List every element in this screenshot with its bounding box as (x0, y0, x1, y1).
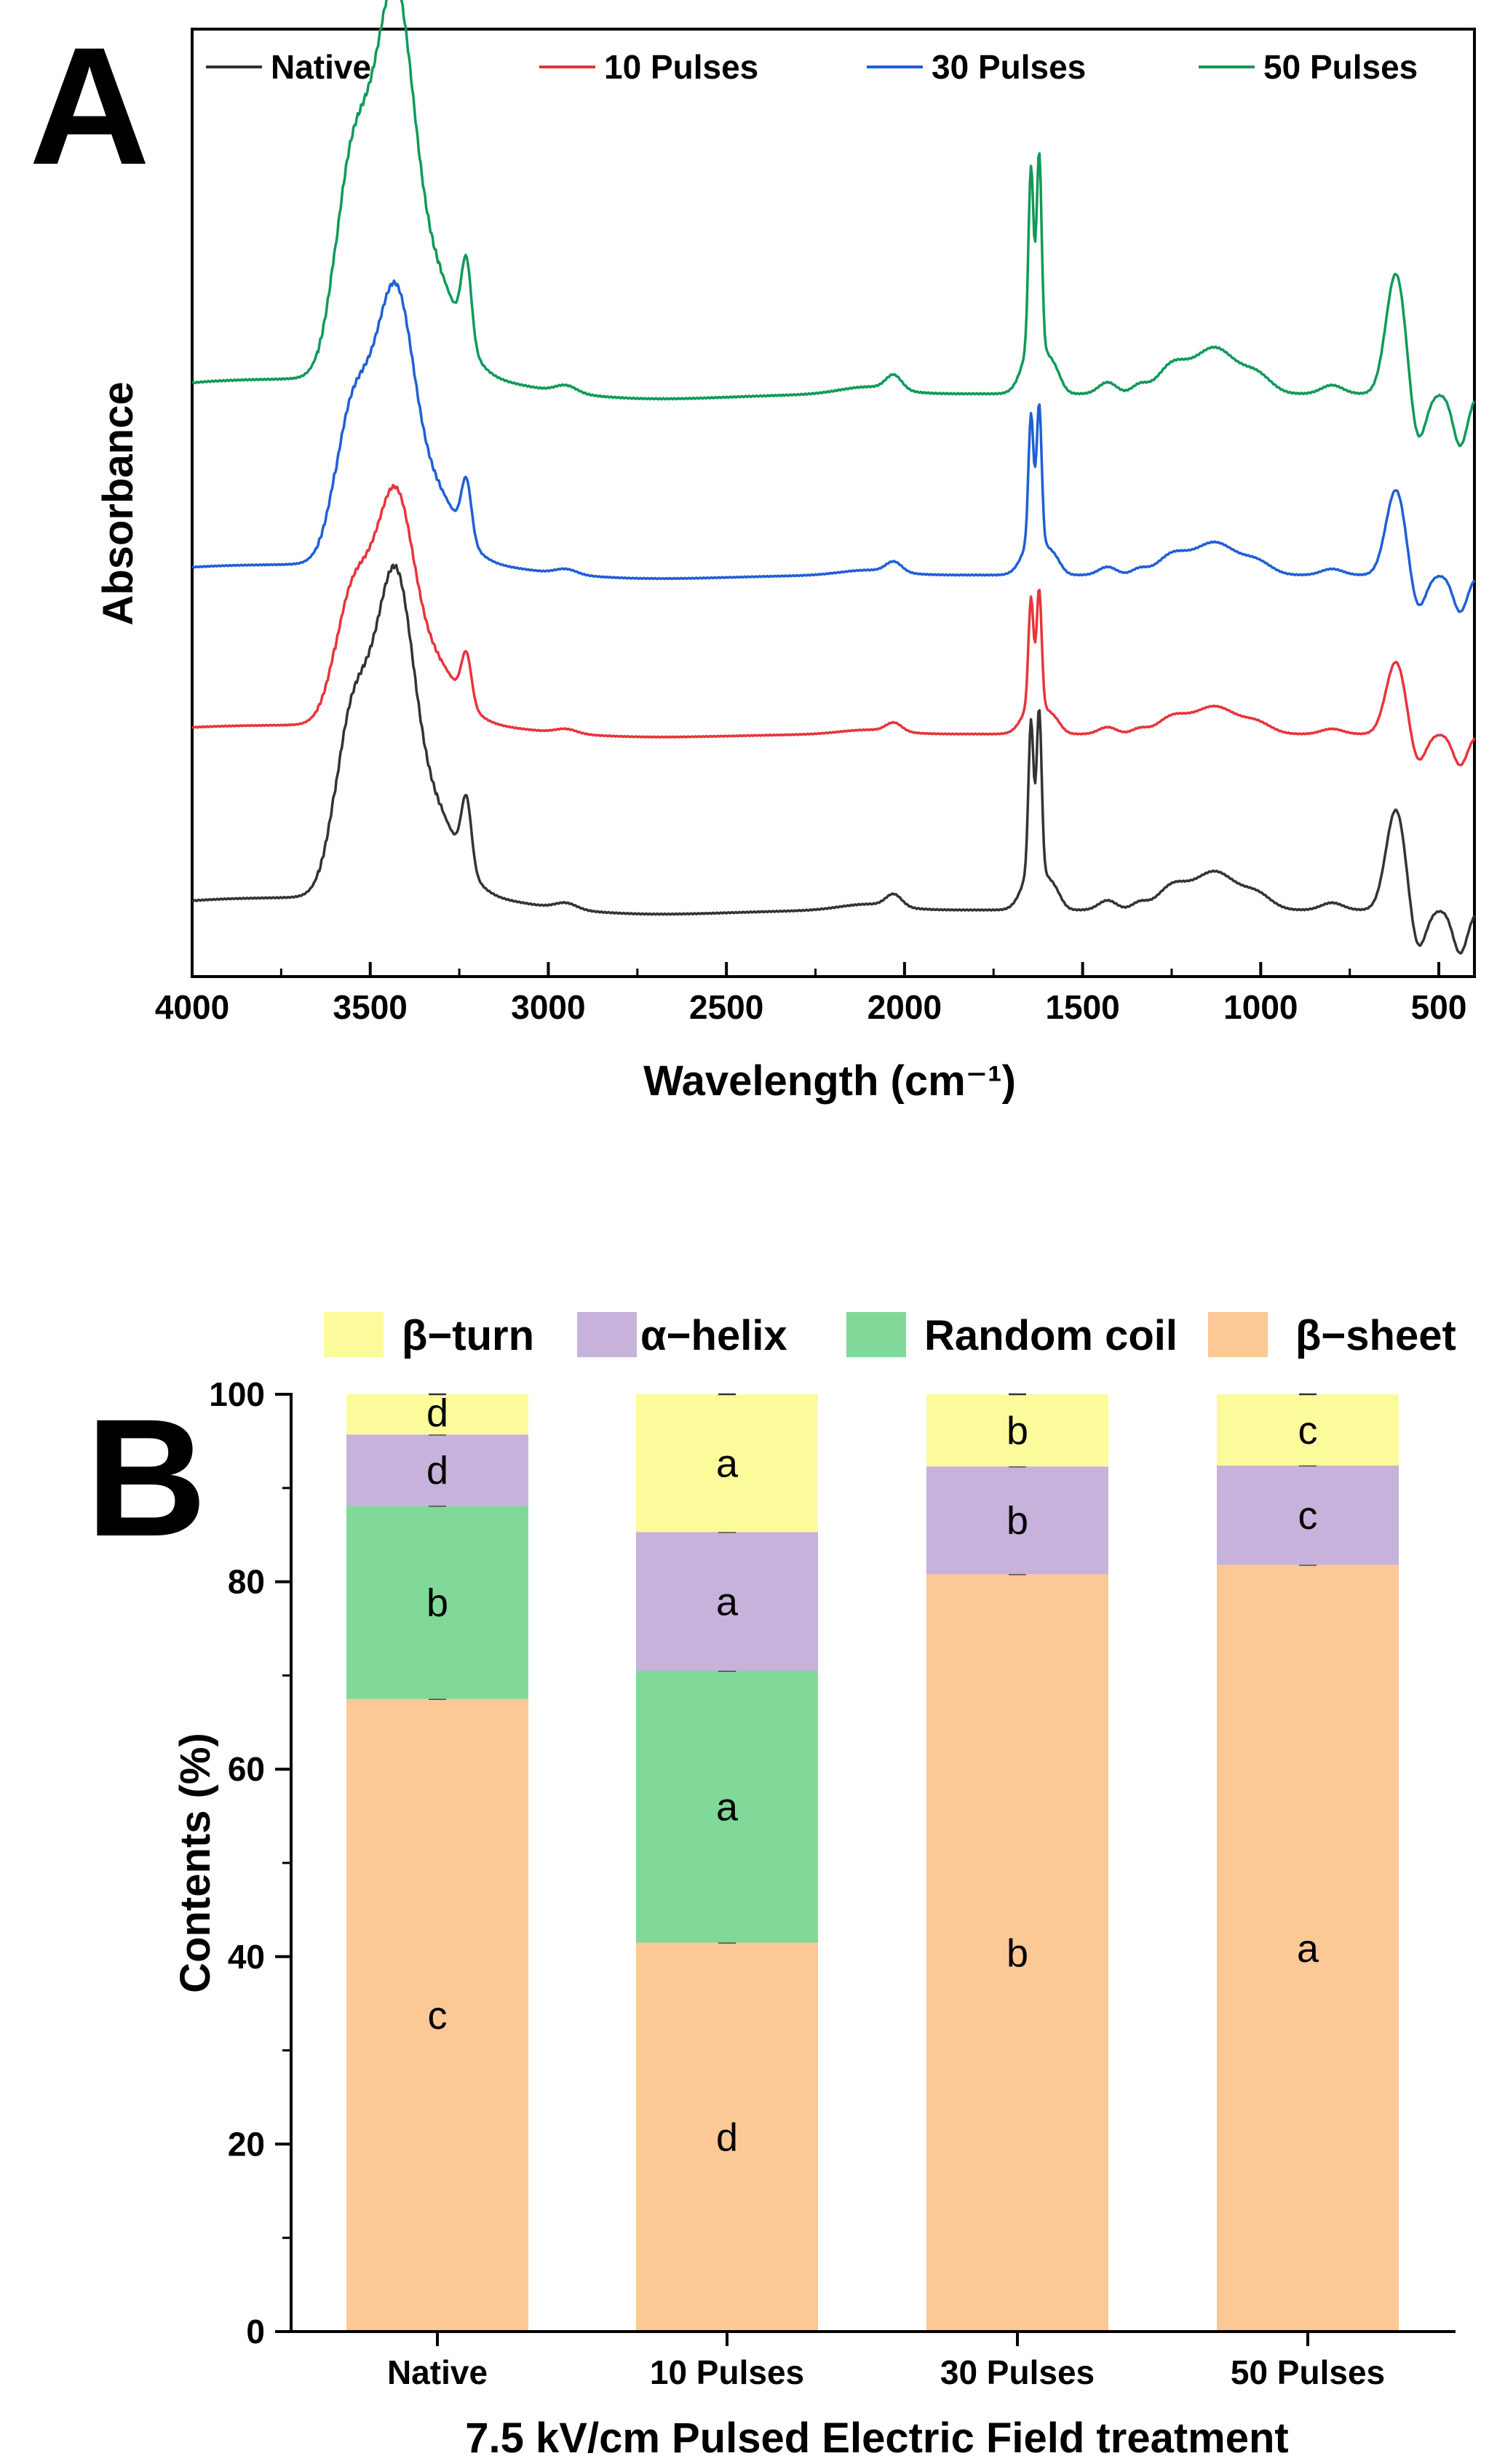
panel-letter-a: A (29, 12, 150, 199)
panel-letter-b: B (86, 1384, 207, 1571)
bar-x-axis-title: 7.5 kV/cm Pulsed Electric Field treatmen… (465, 2415, 1288, 2462)
bar-significance-letter: d (426, 1391, 448, 1435)
ftir-series-line (191, 563, 1476, 955)
ftir-x-tick-label: 500 (1411, 988, 1467, 1026)
ftir-x-tick-label: 2000 (867, 988, 942, 1026)
bar-x-tick-label: 10 Pulses (650, 2353, 804, 2391)
bar-legend-label: β−turn (402, 1312, 534, 1359)
bar-significance-letter: a (716, 1442, 739, 1486)
ftir-x-tick-label: 4000 (155, 988, 229, 1026)
bar-segment (1217, 1565, 1399, 2332)
ftir-series-line (191, 279, 1476, 613)
ftir-spectra (191, 0, 1476, 955)
bar-significance-letter: d (426, 1449, 448, 1493)
bar-y-tick-label: 80 (228, 1563, 265, 1601)
bar-significance-letter: a (1297, 1927, 1319, 1971)
bar-significance-letter: c (1298, 1409, 1318, 1452)
bar-segment (926, 1466, 1108, 1575)
bar-segment (636, 1942, 818, 2332)
bar-significance-letter: c (1298, 1494, 1318, 1538)
bar-legend-swatch (1208, 1312, 1268, 1357)
bar-segment (636, 1670, 818, 1943)
bar-legend-swatch (846, 1312, 906, 1357)
bar-segment (346, 1434, 528, 1506)
bar-legend-swatch (324, 1312, 384, 1357)
bar-legend-label: β−sheet (1295, 1312, 1456, 1359)
ftir-y-axis-title: Absorbance (95, 381, 142, 625)
ftir-legend-label: 10 Pulses (604, 48, 758, 86)
ftir-x-tick-label: 1000 (1223, 988, 1298, 1026)
bar-significance-letter: b (1006, 1409, 1028, 1452)
ftir-x-tick-label: 3500 (333, 988, 408, 1026)
bar-legend-label: α−helix (640, 1312, 787, 1359)
bar-segment (926, 1574, 1108, 2332)
bar-axes: 0 20 40 60 80 100 Native 10 Pulses 30 Pulses 50 P… (209, 1375, 1456, 2391)
bar-significance-letter: b (1006, 1932, 1028, 1976)
bar-segment (346, 1394, 528, 1435)
bar-segment (1217, 1394, 1399, 1466)
bar-legend-label: Random coil (924, 1312, 1178, 1359)
bar-significance-letter: a (716, 1786, 739, 1829)
bar-segment (346, 1698, 528, 2332)
bar-significance-letter: b (426, 1581, 448, 1625)
ftir-legend-label: Native (271, 48, 371, 86)
bar-y-tick-label: 20 (228, 2125, 265, 2163)
ftir-x-axis-title: Wavelength (cm⁻¹) (643, 1057, 1016, 1105)
ftir-x-ticks: 4000 3500 3000 2500 2000 1500 1000 500 (155, 962, 1467, 1026)
bar-y-tick-label: 40 (228, 1938, 265, 1976)
ftir-series-line (191, 0, 1476, 448)
ftir-plot-frame (191, 28, 1476, 978)
ftir-chart: 4000 3500 3000 2500 2000 1500 1000 500 Native 10… (95, 0, 1476, 1105)
bar-x-tick-label: Native (387, 2353, 488, 2391)
ftir-legend-label: 30 Pulses (932, 48, 1086, 86)
bar-segment (636, 1532, 818, 1671)
bar-x-tick-label: 30 Pulses (940, 2353, 1095, 2391)
ftir-x-tick-label: 3000 (511, 988, 585, 1026)
bar-y-tick-label: 60 (228, 1750, 265, 1788)
bar-segment (1217, 1465, 1399, 1565)
bar-significance-letter: c (428, 1994, 448, 2038)
bar-y-tick-label: 100 (209, 1375, 265, 1413)
bar-significance-letter: b (1006, 1499, 1028, 1543)
bar-legend: β−turn α−helix Random coil β−sheet (324, 1312, 1456, 1359)
bar-segment (346, 1506, 528, 1699)
ftir-series-line (191, 483, 1476, 766)
bar-significance-letter: a (716, 1581, 739, 1624)
bar-legend-swatch (577, 1312, 637, 1357)
ftir-legend-label: 50 Pulses (1263, 48, 1418, 86)
ftir-legend: Native 10 Pulses 30 Pulses 50 Pulses (206, 48, 1418, 86)
bar-y-tick-label: 0 (246, 2313, 265, 2350)
bar-segment (926, 1394, 1108, 1467)
bar-segment (636, 1394, 818, 1533)
ftir-x-tick-label: 1500 (1045, 988, 1119, 1026)
bar-y-axis-title: Contents (%) (172, 1733, 219, 1993)
ftir-x-tick-label: 2500 (689, 988, 763, 1026)
bar-x-tick-label: 50 Pulses (1231, 2353, 1385, 2391)
bar-significance-letter: d (716, 2116, 738, 2160)
